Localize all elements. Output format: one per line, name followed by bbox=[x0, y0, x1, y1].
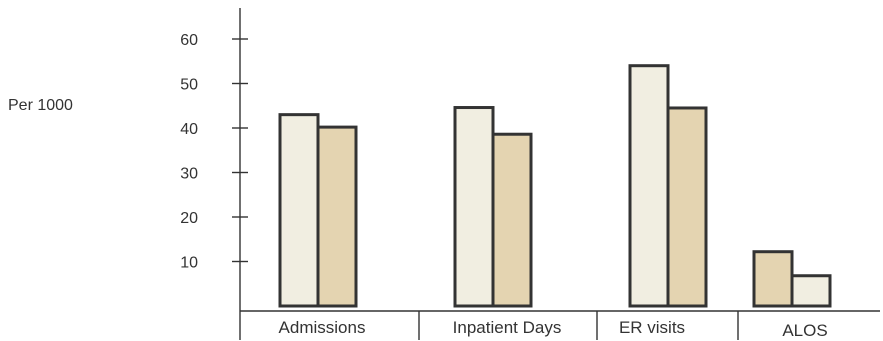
y-tick-label: 40 bbox=[180, 121, 198, 138]
y-axis-ticks: 10 20 30 40 50 60 bbox=[180, 32, 248, 272]
bar-inpatient-days-2 bbox=[491, 132, 533, 308]
y-tick-label: 30 bbox=[180, 166, 198, 183]
y-axis-label: Per 1000 bbox=[8, 97, 73, 114]
bar-alos-2 bbox=[790, 274, 832, 308]
bar-er-visits-2 bbox=[666, 106, 708, 308]
y-tick-label: 10 bbox=[180, 255, 198, 272]
bar-admissions-2 bbox=[316, 125, 358, 308]
bars bbox=[278, 64, 832, 308]
bar-alos-1 bbox=[752, 250, 794, 308]
category-label: ER visits bbox=[619, 318, 685, 337]
category-label: Admissions bbox=[279, 318, 366, 337]
bar-er-visits-1 bbox=[628, 64, 670, 308]
category-labels: Admissions Inpatient Days ER visits ALOS bbox=[279, 318, 828, 340]
y-tick-label: 50 bbox=[180, 77, 198, 94]
category-label: ALOS bbox=[782, 321, 827, 340]
y-tick-label: 20 bbox=[180, 210, 198, 227]
y-tick-label: 60 bbox=[180, 32, 198, 49]
bar-inpatient-days-1 bbox=[453, 106, 495, 308]
axes bbox=[239, 8, 880, 340]
bar-admissions-1 bbox=[278, 113, 320, 308]
category-label: Inpatient Days bbox=[453, 318, 562, 337]
